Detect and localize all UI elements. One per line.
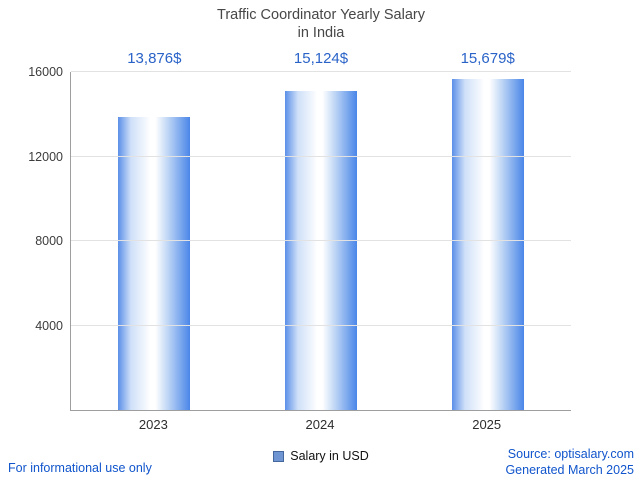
gridline-12000 [71,155,571,157]
bar-value-label-2025: 15,679$ [460,50,515,67]
x-axis-label-2023: 2023 [138,417,168,432]
source-info: Source: optisalary.com Generated March 2… [505,446,634,478]
chart-title-line1: Traffic Coordinator Yearly Salary [217,7,425,23]
source-link[interactable]: Source: optisalary.com [507,447,634,461]
chart-title-line2: in India [297,25,345,41]
x-axis-label-2024: 2024 [305,417,335,432]
y-axis-tick-12000: 12000 [28,149,63,164]
bar-2025[interactable] [451,78,524,410]
bar-2023[interactable] [118,116,191,410]
x-axis-labels: 2023 2024 2025 [70,417,570,432]
bar-value-label-2023: 13,876$ [127,50,182,67]
bar-slot-2025: 15,679$ [404,50,571,410]
y-axis-tick-4000: 4000 [35,318,63,333]
gridline-8000 [71,240,571,241]
y-axis-tick-16000: 16000 [28,65,63,79]
disclaimer-text: For informational use only [8,461,152,475]
bar-slot-2023: 13,876$ [71,50,238,410]
legend[interactable]: Salary in USD [0,449,642,463]
y-axis-tick-8000: 8000 [35,234,63,248]
bar-slot-2024: 15,124$ [238,50,405,410]
gridline-4000 [71,324,571,326]
x-axis-label-2025: 2025 [472,417,502,432]
legend-swatch-icon [273,450,285,462]
plot-area: 13,876$ 15,124$ 15,679$ 4000 8000 12000 16000 [28,50,571,411]
chart-title: Traffic Coordinator Yearly Salary in Ind… [0,6,642,42]
bar-2024[interactable] [285,90,357,410]
bars-container: 13,876$ 15,124$ 15,679$ [71,50,571,410]
legend-label: Salary in USD [290,449,369,463]
gridline-16000 [71,71,571,72]
bar-value-label-2024: 15,124$ [293,50,349,67]
generated-date: Generated March 2025 [505,463,634,477]
